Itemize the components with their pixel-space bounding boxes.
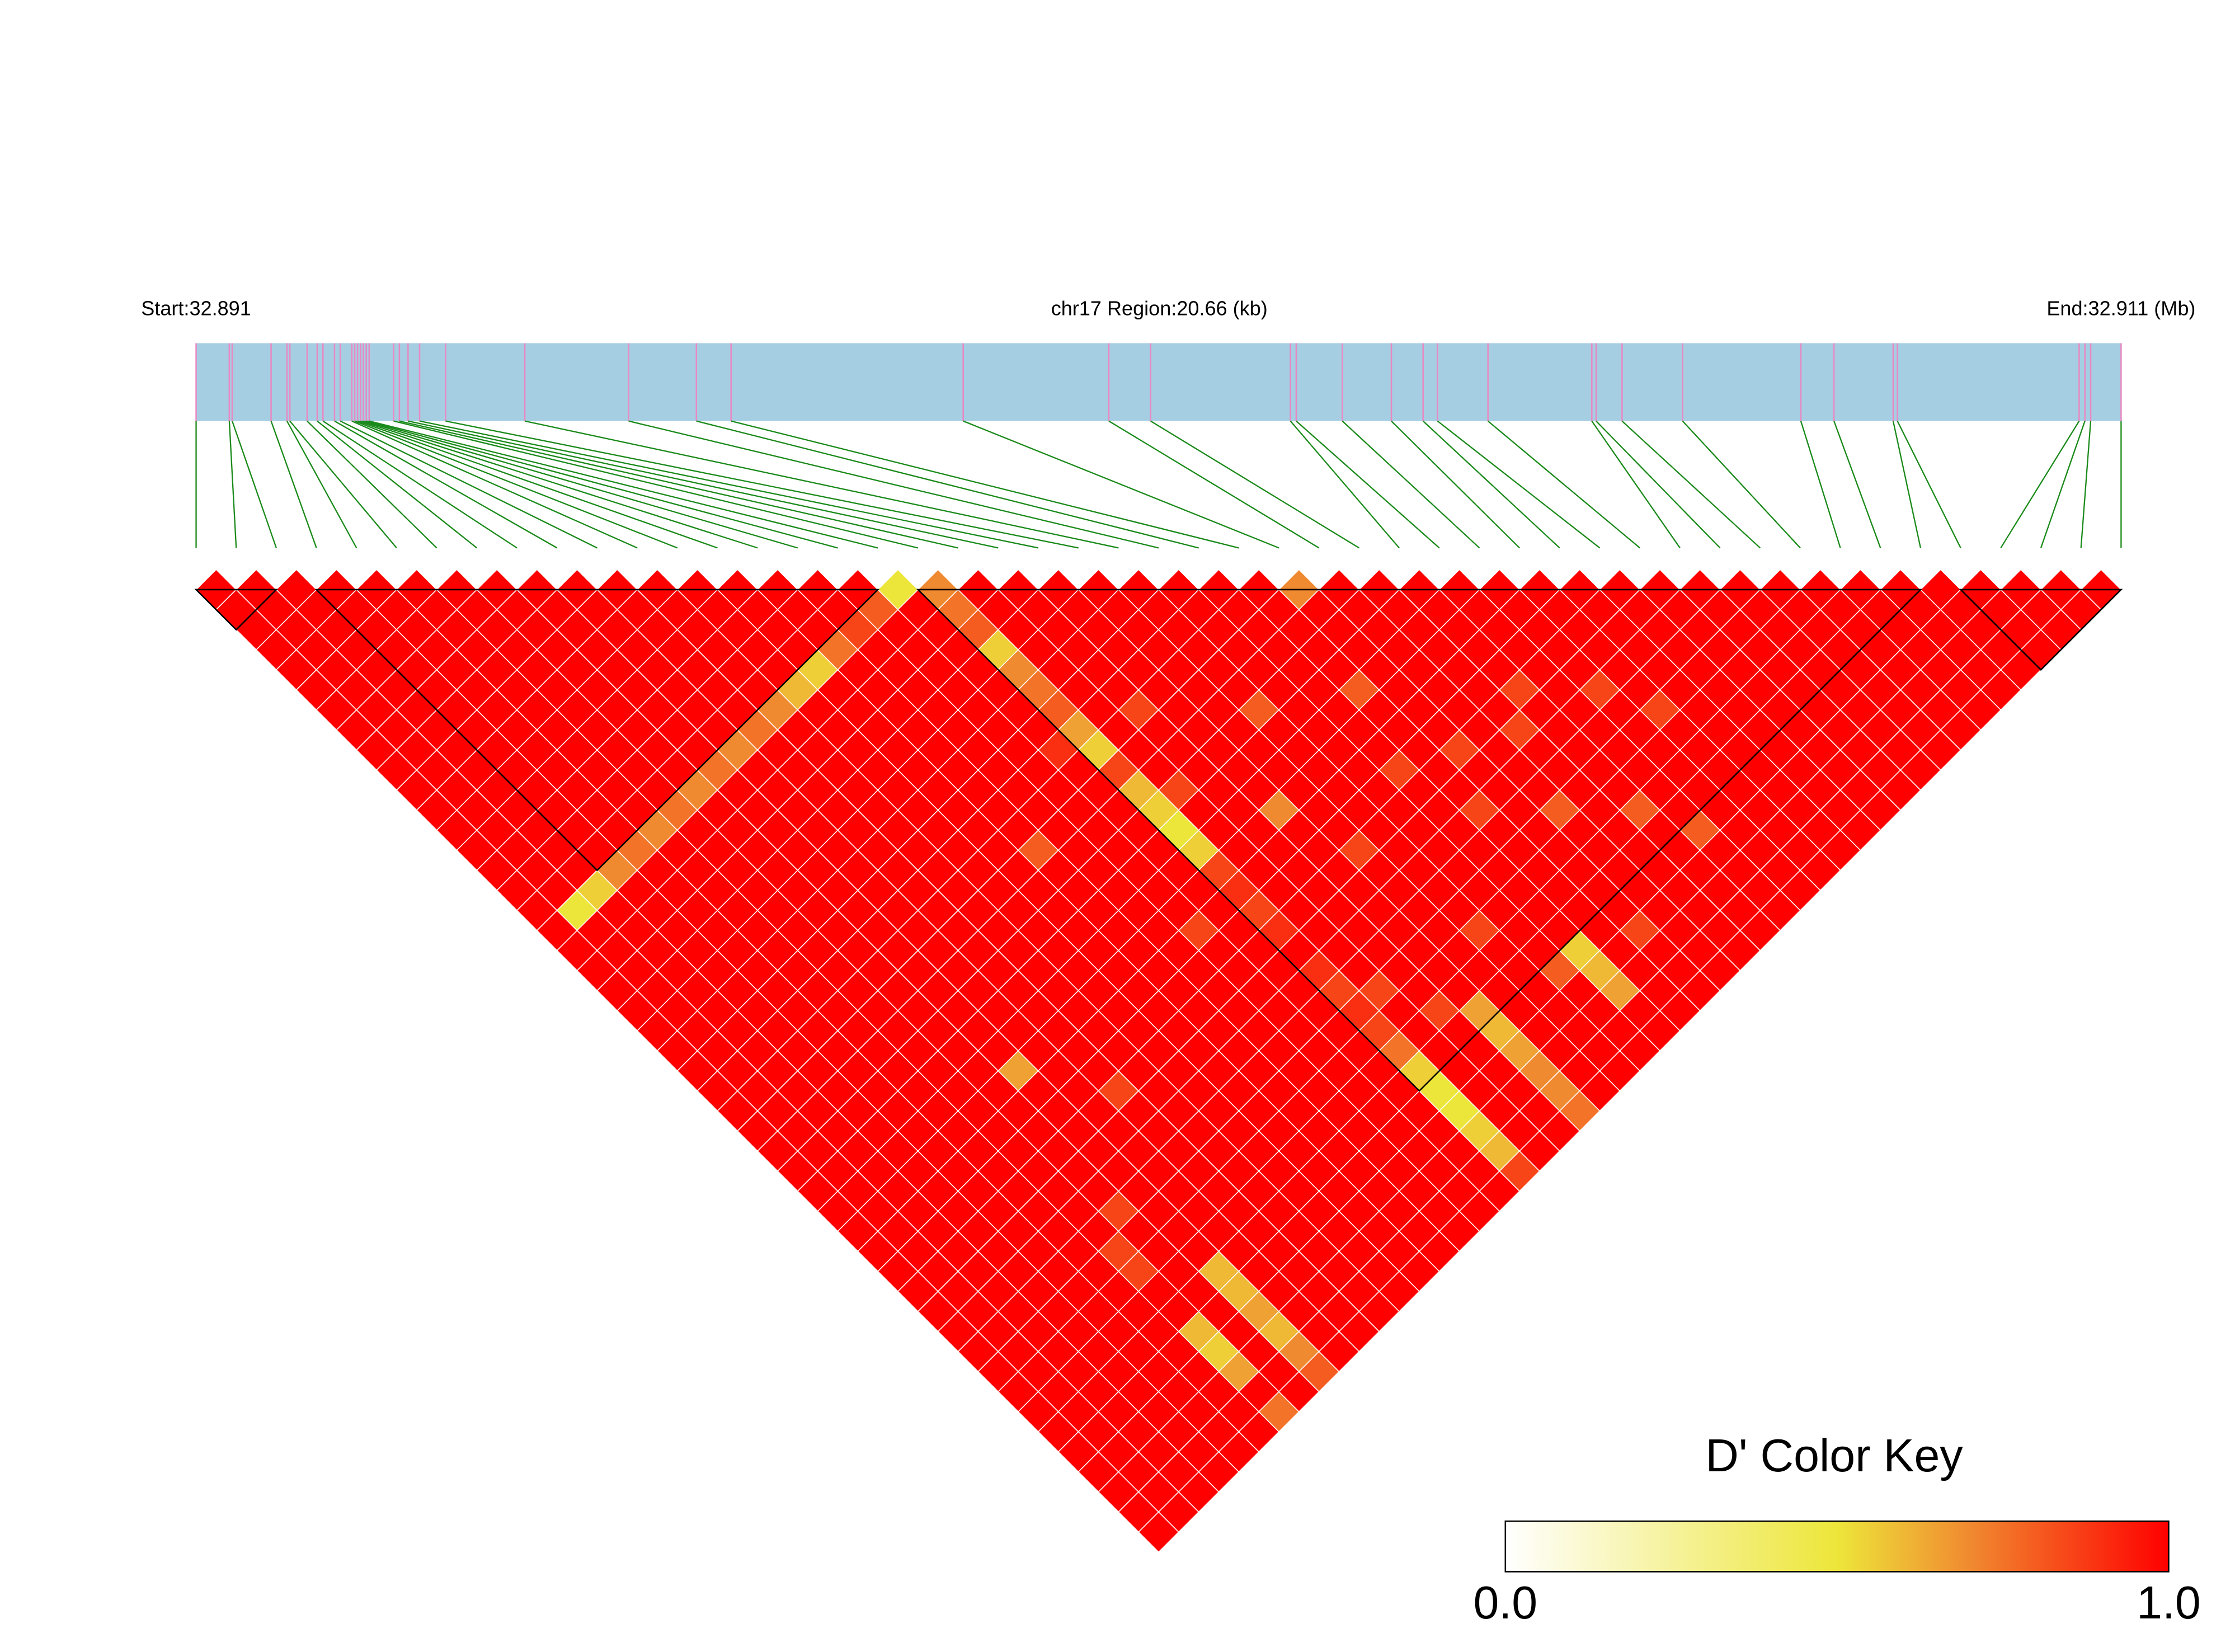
snp-link — [445, 420, 1079, 549]
snp-link — [2080, 421, 2092, 548]
snp-link — [696, 420, 1199, 549]
snp-link — [1108, 420, 1320, 549]
snp-link — [286, 421, 357, 549]
snp-link — [1800, 421, 1841, 548]
region-bar — [196, 343, 2121, 421]
snp-link — [366, 420, 838, 549]
colorbar-tick-label: 0.0 — [1473, 1577, 1537, 1629]
snp-link — [231, 421, 277, 548]
ld-block — [1959, 589, 2123, 671]
snp-link — [419, 420, 1039, 549]
snp-link — [1892, 421, 1922, 548]
snp-link — [1290, 420, 1400, 549]
snp-link — [360, 420, 758, 549]
snp-link — [228, 421, 237, 548]
snp-link — [357, 420, 718, 549]
colorbar — [1504, 1520, 2170, 1573]
snp-link — [363, 420, 798, 549]
ld-block — [916, 589, 1923, 1092]
x-tick-label: Start:32.891 — [141, 297, 251, 320]
snp-link — [270, 421, 317, 548]
snp-link — [1682, 420, 1801, 549]
snp-link — [1391, 420, 1520, 549]
snp-link — [1596, 420, 1721, 549]
colorbar-title: D' Color Key — [1705, 1430, 1963, 1481]
snp-link — [1342, 420, 1480, 549]
snp-link — [1437, 420, 1601, 549]
snp-link — [369, 420, 878, 549]
snp-link — [289, 420, 397, 549]
snp-link — [628, 420, 1159, 549]
snp-link — [1833, 421, 1881, 548]
snp-link — [351, 420, 638, 549]
snp-link — [1487, 420, 1640, 549]
snp-link — [1150, 420, 1359, 549]
snp-link — [322, 420, 517, 549]
snp-link — [317, 420, 478, 549]
colorbar-tick-label: 1.0 — [2137, 1577, 2201, 1629]
snp-link — [399, 420, 958, 549]
ld-block — [314, 589, 880, 872]
snp-link — [354, 420, 678, 549]
snp-link — [393, 420, 919, 549]
snp-link — [307, 420, 437, 549]
snp-link — [334, 420, 558, 549]
snp-link — [1296, 420, 1440, 549]
chart-title: chr17 Region:20.66 (kb) — [1051, 297, 1268, 320]
snp-link — [2040, 421, 2086, 548]
x-tick-label: End:32.911 (Mb) — [2046, 297, 2195, 320]
snp-link — [1621, 420, 1761, 549]
snp-link — [731, 420, 1239, 549]
snp-link — [340, 420, 597, 549]
snp-link — [1422, 420, 1560, 549]
ld-block — [194, 589, 279, 631]
snp-link — [2000, 421, 2080, 549]
snp-link — [1897, 421, 1961, 548]
snp-link — [1591, 420, 1681, 549]
snp-link — [524, 420, 1119, 549]
snp-link — [408, 420, 999, 549]
snp-link — [963, 420, 1279, 549]
